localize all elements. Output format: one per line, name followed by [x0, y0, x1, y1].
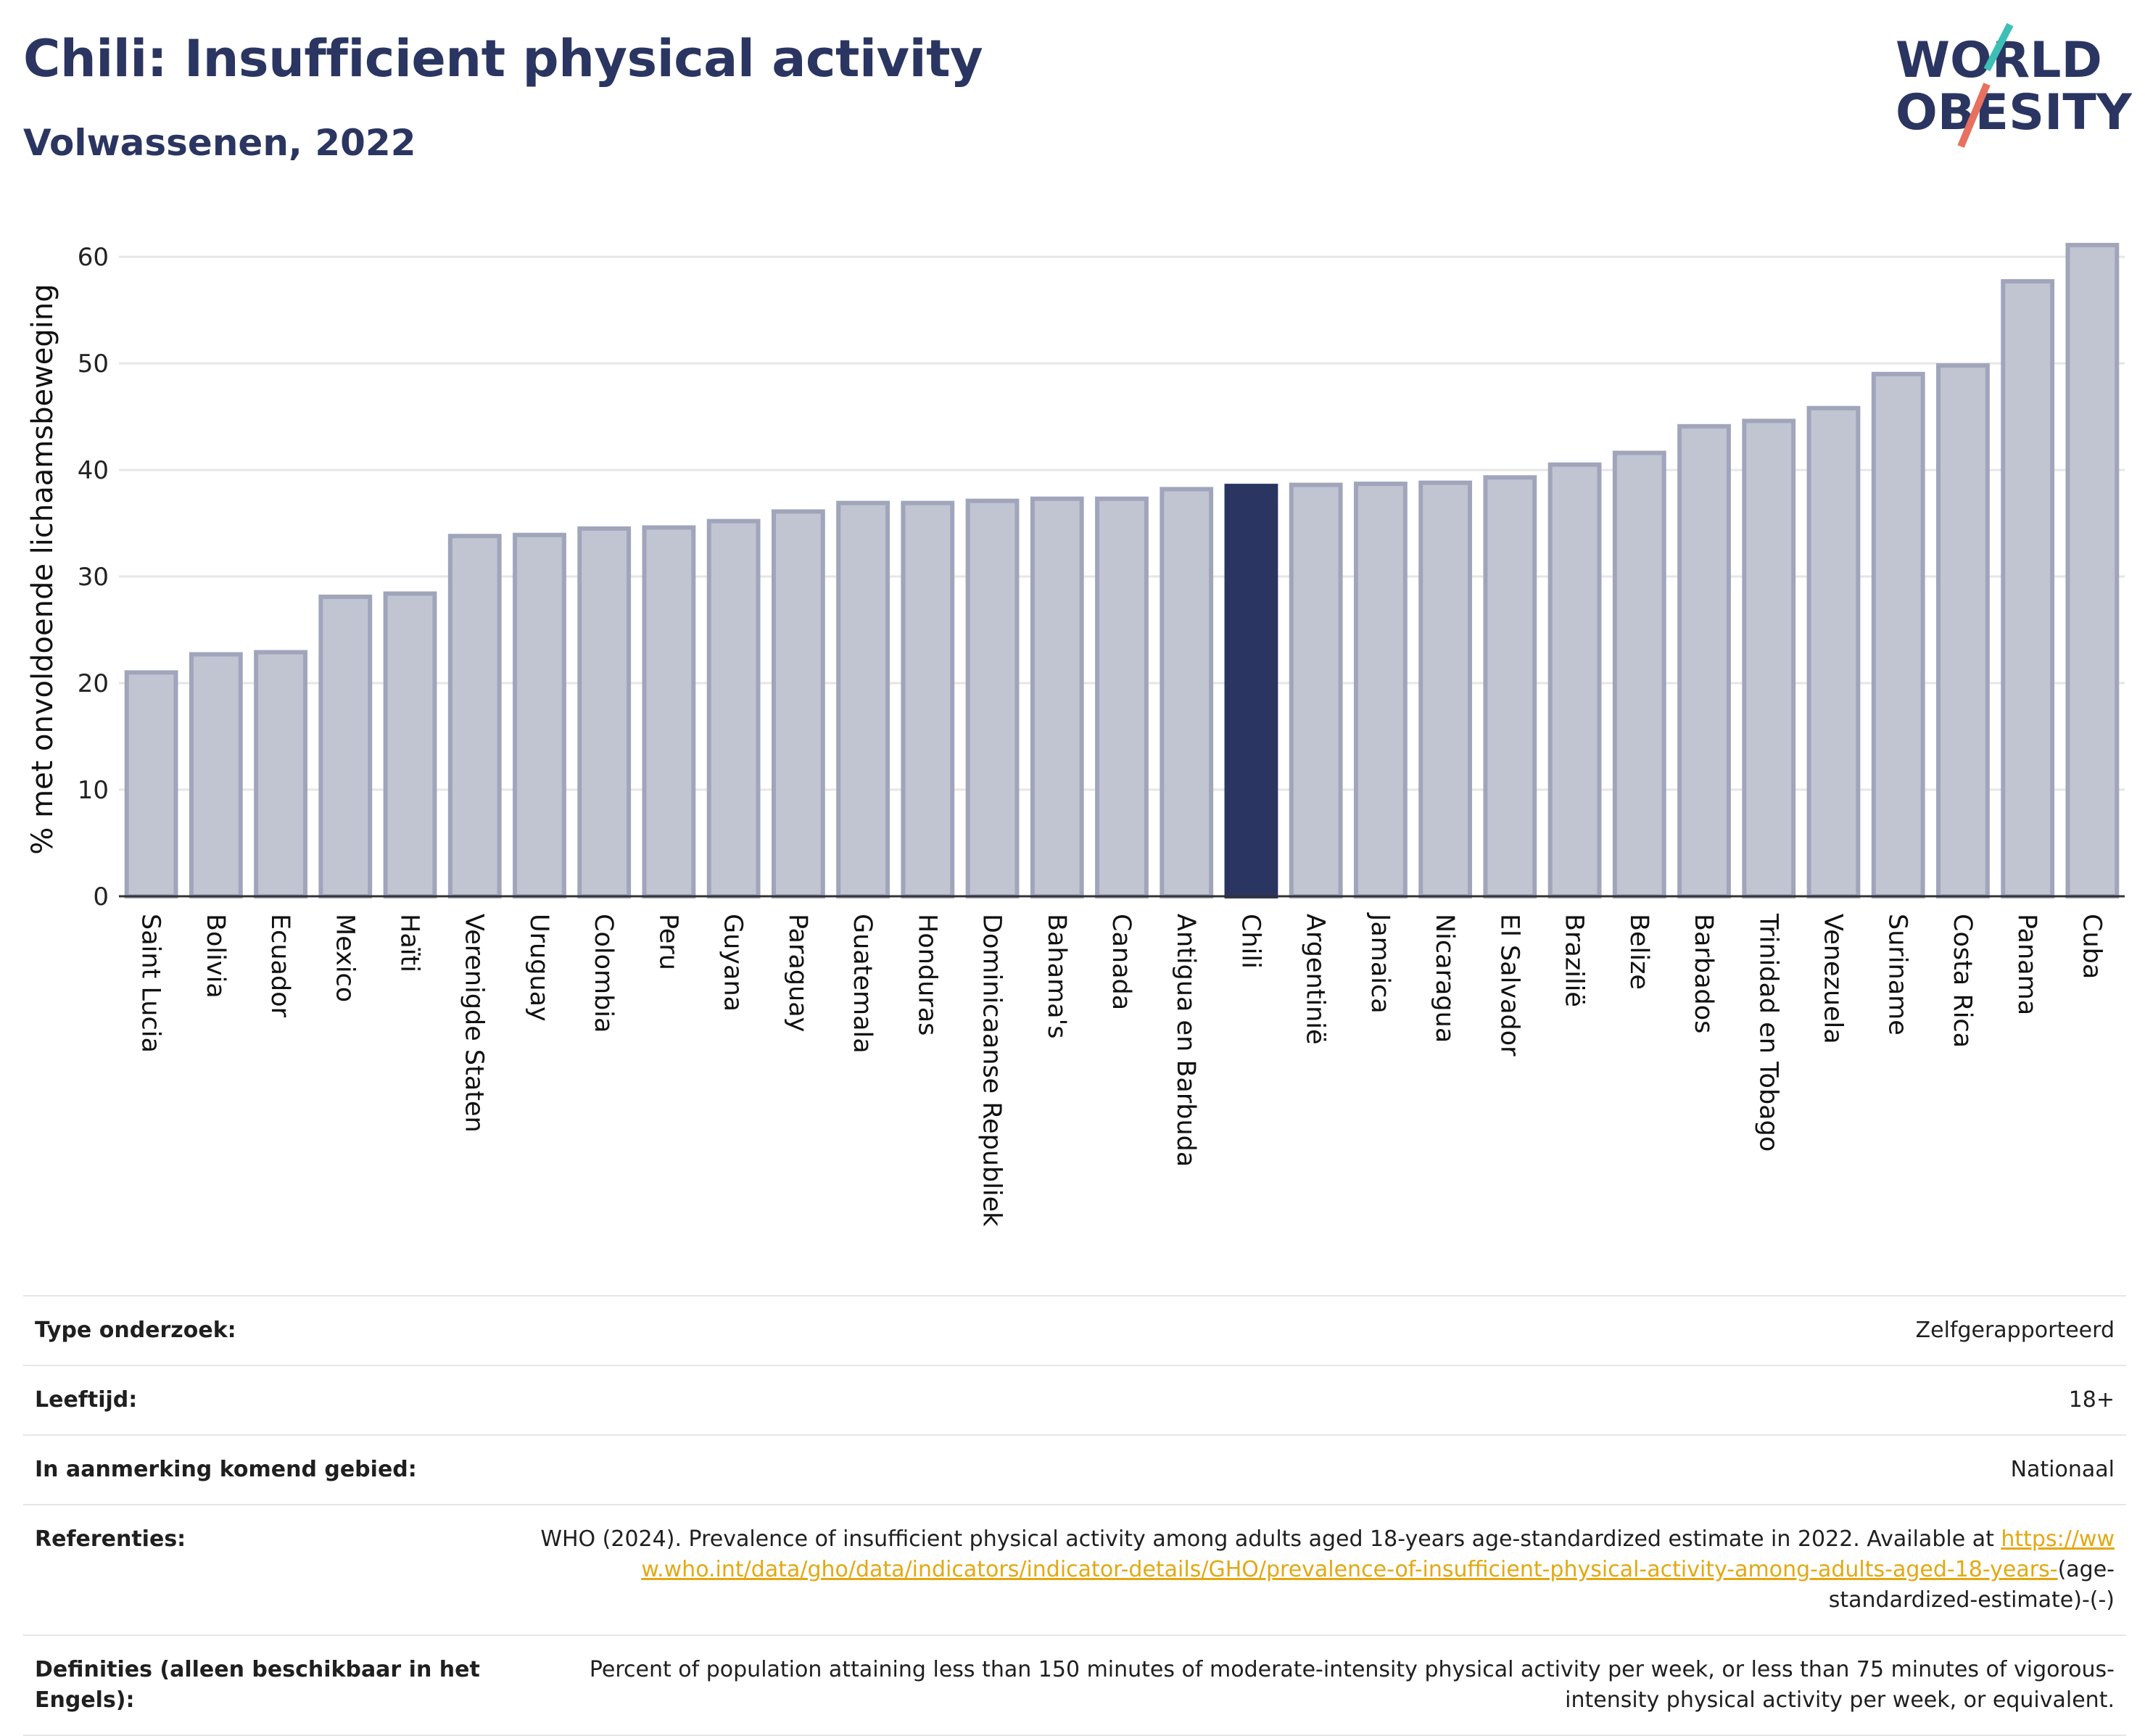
references-link[interactable]: https://www.who.int/data/gho/data/indica…	[641, 1526, 2115, 1582]
bar-honduras	[901, 500, 955, 898]
category-label: Trinidad en Tobago	[1753, 913, 1782, 1152]
bar-paraguay	[771, 509, 825, 898]
bar-chart: 0 10 20 30 40 50 60 Saint Lucia Bolivia Ecuador M…	[26, 242, 2125, 1227]
meta-row-area: In aanmerking komend gebied: Nationaal	[23, 1434, 2126, 1505]
category-label: Costa Rica	[1948, 914, 1977, 1048]
bar-canada	[1095, 496, 1149, 898]
bar-saint-lucia	[124, 670, 178, 898]
references-suffix: (age-standardized-estimate)-(-)	[1828, 1557, 2115, 1613]
y-tick-label: 20	[78, 669, 109, 698]
logo-word-obesity: OBESITY	[1896, 84, 2132, 141]
bar-bolivia	[189, 652, 243, 898]
y-tick-label: 40	[78, 456, 109, 485]
meta-row-references: Referenties: WHO (2024). Prevalence of i…	[23, 1504, 2126, 1635]
category-label: Canada	[1107, 914, 1136, 1010]
category-label: Guyana	[719, 914, 748, 1012]
bar-antigua-en-barbuda	[1160, 487, 1214, 898]
area-label: In aanmerking komend gebied:	[23, 1434, 511, 1505]
bar-colombia	[577, 526, 632, 899]
category-label: Barbados	[1689, 914, 1718, 1033]
world-obesity-logo: WORLD OBESITY	[1896, 22, 2132, 148]
bars	[124, 242, 2120, 899]
bar-panama	[2001, 278, 2055, 898]
category-label: Honduras	[912, 914, 941, 1036]
bar-cuba	[2065, 242, 2120, 898]
y-axis-label: % met onvoldoende lichaamsbeweging	[26, 284, 59, 854]
y-tick-label: 0	[93, 883, 109, 912]
bar-jamaica	[1353, 481, 1408, 898]
y-tick-label: 10	[78, 776, 109, 805]
category-label: Haïti	[395, 914, 424, 972]
references-value: WHO (2024). Prevalence of insufficient p…	[511, 1504, 2126, 1635]
bar-el-salvador	[1483, 475, 1537, 898]
references-label: Referenties:	[23, 1504, 511, 1635]
bar-verenigde-staten	[447, 534, 502, 898]
age-label: Leeftijd:	[23, 1365, 511, 1435]
bar-argentini-	[1289, 482, 1343, 898]
survey-type-label: Type onderzoek:	[23, 1295, 511, 1365]
category-label: Ecuador	[265, 914, 294, 1018]
bar-barbados	[1677, 423, 1731, 898]
category-label: Panama	[2012, 914, 2041, 1015]
category-label: Belize	[1624, 914, 1653, 990]
category-label: Mexico	[330, 914, 359, 1002]
bar-guyana	[706, 518, 761, 898]
category-label: Suriname	[1883, 914, 1912, 1036]
category-label: El Salvador	[1495, 914, 1524, 1057]
bar-bahama-s	[1030, 496, 1084, 898]
category-label: Nicaragua	[1430, 914, 1459, 1043]
bar-ha-ti	[383, 591, 437, 898]
chart-subtitle: Volwassenen, 2022	[23, 122, 416, 164]
category-label: Paraguay	[783, 914, 812, 1032]
bar-peru	[642, 525, 696, 899]
meta-row-definitions: Definities (alleen beschikbaar in het En…	[23, 1634, 2126, 1736]
age-value: 18+	[511, 1365, 2126, 1435]
logo-slash-coral	[1957, 83, 1991, 148]
survey-type-value: Zelfgerapporteerd	[511, 1295, 2126, 1365]
area-value: Nationaal	[511, 1434, 2126, 1505]
bar-mexico	[318, 594, 373, 898]
y-tick-label: 30	[78, 563, 109, 592]
category-label: Chili	[1236, 914, 1265, 969]
bar-suriname	[1871, 371, 1925, 898]
bar-trinidad-en-tobago	[1742, 418, 1796, 898]
bar-nicaragua	[1418, 480, 1473, 898]
bar-uruguay	[513, 532, 566, 898]
bar-brazili-	[1547, 462, 1602, 898]
category-label: Brazilië	[1560, 914, 1589, 1007]
category-label: Bolivia	[201, 914, 230, 999]
references-text: WHO (2024). Prevalence of insufficient p…	[540, 1526, 1994, 1552]
category-label: Verenigde Staten	[460, 914, 489, 1133]
category-label: Peru	[653, 914, 682, 970]
metadata-table: Type onderzoek: Zelfgerapporteerd Leefti…	[23, 1295, 2126, 1736]
bar-chili	[1224, 484, 1278, 898]
logo-slash-teal	[1983, 22, 2014, 72]
category-label: Dominicaanse Republiek	[978, 914, 1007, 1227]
category-label: Guatemala	[848, 914, 877, 1054]
category-label: Cuba	[2077, 914, 2106, 979]
bar-costa-rica	[1936, 363, 1990, 898]
bar-ecuador	[254, 650, 307, 899]
category-label: Saint Lucia	[136, 914, 165, 1053]
bar-belize	[1612, 450, 1666, 898]
category-label: Argentinië	[1301, 914, 1330, 1045]
meta-row-age: Leeftijd: 18+	[23, 1365, 2126, 1435]
category-label: Venezuela	[1818, 914, 1847, 1044]
definitions-value: Percent of population attaining less tha…	[511, 1634, 2126, 1736]
category-label: Antigua en Barbuda	[1171, 914, 1200, 1167]
y-tick-labels: 0 10 20 30 40 50 60	[78, 243, 109, 912]
chart-title: Chili: Insufficient physical activity	[23, 29, 983, 88]
bar-dominicaanse-republiek	[965, 498, 1020, 898]
category-label: Bahama's	[1042, 914, 1071, 1039]
meta-row-survey-type: Type onderzoek: Zelfgerapporteerd	[23, 1295, 2126, 1365]
category-labels: Saint Lucia Bolivia Ecuador Mexico Haïti Vere…	[136, 912, 2107, 1227]
bar-guatemala	[836, 500, 890, 898]
category-label: Colombia	[589, 914, 618, 1033]
category-label: Jamaica	[1365, 912, 1394, 1014]
bar-venezuela	[1806, 405, 1861, 898]
category-label: Uruguay	[524, 914, 553, 1022]
y-tick-label: 50	[78, 350, 109, 379]
y-tick-label: 60	[78, 243, 109, 272]
definitions-label: Definities (alleen beschikbaar in het En…	[23, 1634, 511, 1736]
